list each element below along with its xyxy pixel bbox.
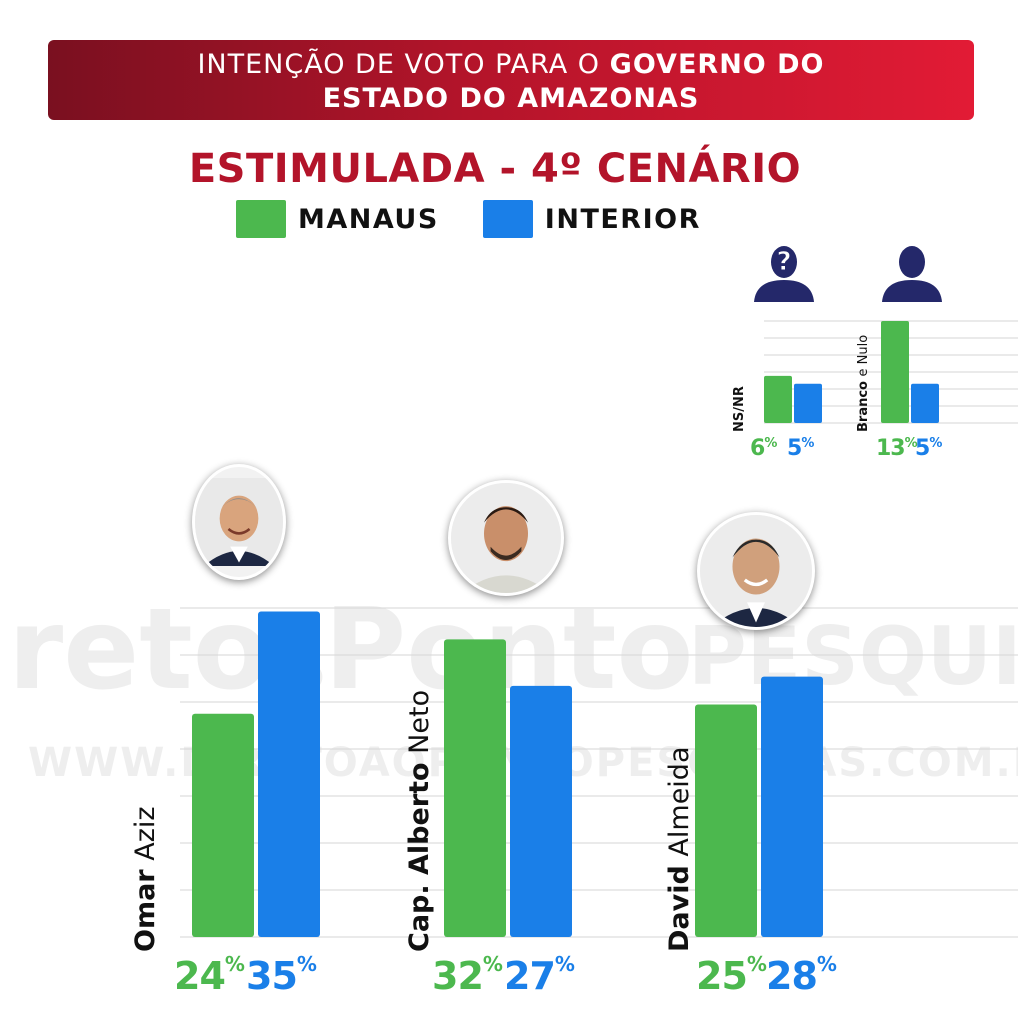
- candidate-name-david: David Almeida: [664, 746, 695, 953]
- candidate-photo-omar: [192, 464, 286, 580]
- pct-nsnr-interior: 5%: [787, 436, 814, 461]
- candidate-name-omar: Omar Aziz: [130, 806, 161, 952]
- person-question-icon: ?: [754, 246, 814, 302]
- bar-interior-2: [510, 685, 572, 937]
- bar-manaus-1: [192, 713, 254, 937]
- legend-swatch-manaus: [236, 200, 286, 238]
- pct-alberto-manaus: 32%: [432, 952, 503, 998]
- others-label-nsnr: NS/NR: [732, 386, 747, 432]
- pct-david-manaus: 25%: [696, 952, 767, 998]
- pct-branco-interior: 5%: [915, 436, 942, 461]
- scenario-subtitle: ESTIMULADA - 4º CENÁRIO: [188, 146, 802, 192]
- others-label-branco: Branco e Nulo: [856, 334, 871, 432]
- svg-text:?: ?: [776, 247, 791, 277]
- person-portrait-icon: [700, 515, 812, 627]
- header-title-bold-2: ESTADO DO AMAZONAS: [322, 83, 700, 114]
- pct-omar-interior: 35%: [246, 952, 317, 998]
- header-title-bold-1: GOVERNO DO: [609, 49, 825, 80]
- others-bar-manaus-1: [764, 375, 792, 423]
- pct-david-interior: 28%: [766, 952, 837, 998]
- bar-manaus-3: [695, 704, 757, 937]
- pct-branco-manaus: 13%: [876, 436, 918, 461]
- person-silhouette-icon: [882, 246, 942, 302]
- pct-omar-manaus: 24%: [174, 952, 245, 998]
- person-portrait-icon: [195, 478, 283, 566]
- bar-interior-3: [761, 676, 823, 937]
- others-bar-interior-2: [911, 383, 939, 423]
- others-bar-manaus-2: [881, 320, 909, 423]
- candidate-name-alberto: Cap. Alberto Neto: [404, 689, 435, 952]
- legend-label-manaus: MANAUS: [298, 203, 439, 235]
- candidate-photo-alberto: [448, 480, 564, 596]
- legend-swatch-interior: [482, 200, 533, 238]
- watermark-brand: retoaoPonto: [8, 585, 694, 715]
- person-portrait-icon: [451, 483, 561, 593]
- bar-manaus-2: [444, 639, 506, 937]
- header-banner: INTENÇÃO DE VOTO PARA O GOVERNO DO ESTAD…: [48, 40, 974, 120]
- candidate-photo-david: [697, 512, 815, 630]
- others-bar-interior-1: [794, 383, 822, 423]
- header-title-light: INTENÇÃO DE VOTO PARA O: [197, 49, 601, 80]
- pct-nsnr-manaus: 6%: [750, 436, 777, 461]
- legend: MANAUS INTERIOR: [236, 200, 745, 238]
- legend-label-interior: INTERIOR: [544, 203, 701, 235]
- bar-interior-1: [258, 611, 320, 937]
- pct-alberto-interior: 27%: [504, 952, 575, 998]
